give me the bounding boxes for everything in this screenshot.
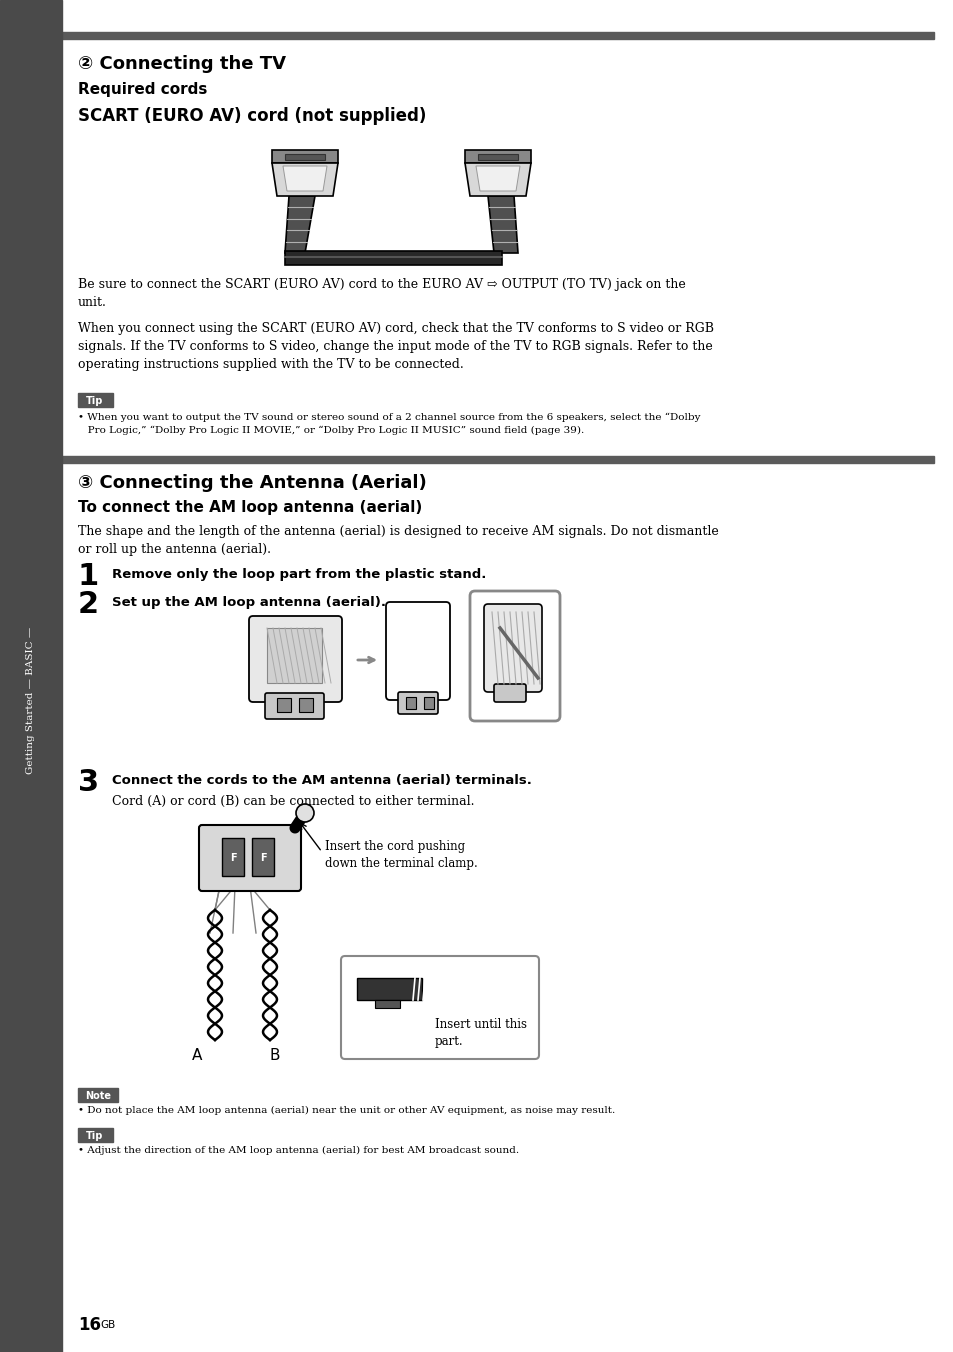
Text: Connect the cords to the AM antenna (aerial) terminals.: Connect the cords to the AM antenna (aer… xyxy=(112,773,532,787)
FancyBboxPatch shape xyxy=(199,825,301,891)
Text: Remove only the loop part from the plastic stand.: Remove only the loop part from the plast… xyxy=(112,568,486,581)
Text: Insert the cord pushing
down the terminal clamp.: Insert the cord pushing down the termina… xyxy=(325,840,477,869)
Bar xyxy=(222,838,244,876)
Bar xyxy=(78,393,112,407)
FancyBboxPatch shape xyxy=(386,602,450,700)
Text: A: A xyxy=(192,1048,202,1063)
FancyBboxPatch shape xyxy=(470,591,559,721)
Bar xyxy=(252,838,274,876)
Text: B: B xyxy=(270,1048,280,1063)
Bar xyxy=(356,977,421,1000)
Text: Cord (A) or cord (B) can be connected to either terminal.: Cord (A) or cord (B) can be connected to… xyxy=(112,795,474,808)
FancyBboxPatch shape xyxy=(249,617,341,702)
FancyBboxPatch shape xyxy=(494,684,525,702)
Bar xyxy=(423,698,434,708)
Bar xyxy=(62,32,933,39)
Text: 1: 1 xyxy=(78,562,99,591)
Polygon shape xyxy=(285,196,314,253)
Text: F: F xyxy=(230,853,236,863)
Text: • Adjust the direction of the AM loop antenna (aerial) for best AM broadcast sou: • Adjust the direction of the AM loop an… xyxy=(78,1146,518,1155)
Text: When you connect using the SCART (EURO AV) cord, check that the TV conforms to S: When you connect using the SCART (EURO A… xyxy=(78,322,713,370)
Ellipse shape xyxy=(295,804,314,822)
Text: F: F xyxy=(259,853,266,863)
Text: To connect the AM loop antenna (aerial): To connect the AM loop antenna (aerial) xyxy=(78,500,422,515)
Bar xyxy=(272,150,337,164)
Text: Insert until this
part.: Insert until this part. xyxy=(435,1018,526,1048)
Text: Set up the AM loop antenna (aerial).: Set up the AM loop antenna (aerial). xyxy=(112,596,386,608)
FancyBboxPatch shape xyxy=(483,604,541,692)
Bar xyxy=(267,627,322,683)
Polygon shape xyxy=(272,164,337,196)
Text: GB: GB xyxy=(100,1320,115,1330)
Bar xyxy=(276,698,291,713)
Text: ② Connecting the TV: ② Connecting the TV xyxy=(78,55,286,73)
FancyBboxPatch shape xyxy=(340,956,538,1059)
Text: Note: Note xyxy=(85,1091,111,1101)
Bar xyxy=(0,0,62,1352)
Text: ③ Connecting the Antenna (Aerial): ③ Connecting the Antenna (Aerial) xyxy=(78,475,426,492)
Bar xyxy=(285,154,325,160)
Text: The shape and the length of the antenna (aerial) is designed to receive AM signa: The shape and the length of the antenna … xyxy=(78,525,718,556)
Text: 16: 16 xyxy=(78,1315,101,1334)
Text: • Do not place the AM loop antenna (aerial) near the unit or other AV equipment,: • Do not place the AM loop antenna (aeri… xyxy=(78,1106,615,1115)
Bar xyxy=(477,154,517,160)
Text: • When you want to output the TV sound or stereo sound of a 2 channel source fro: • When you want to output the TV sound o… xyxy=(78,412,700,434)
Text: Required cords: Required cords xyxy=(78,82,207,97)
Text: Be sure to connect the SCART (EURO AV) cord to the EURO AV ⇨ OUTPUT (TO TV) jack: Be sure to connect the SCART (EURO AV) c… xyxy=(78,279,685,310)
Text: 2: 2 xyxy=(78,589,99,619)
Polygon shape xyxy=(464,164,531,196)
Text: 3: 3 xyxy=(78,768,99,796)
Bar xyxy=(78,1128,112,1142)
Bar xyxy=(78,1088,118,1102)
Text: SCART (EURO AV) cord (not supplied): SCART (EURO AV) cord (not supplied) xyxy=(78,107,426,124)
Text: Getting Started — BASIC —: Getting Started — BASIC — xyxy=(27,626,35,773)
Bar xyxy=(464,150,531,164)
Bar xyxy=(298,698,313,713)
Bar xyxy=(375,1000,399,1009)
FancyBboxPatch shape xyxy=(265,694,324,719)
Text: Tip: Tip xyxy=(86,396,104,406)
Polygon shape xyxy=(476,166,519,191)
Polygon shape xyxy=(488,196,517,253)
Bar xyxy=(285,251,501,265)
Bar xyxy=(406,698,416,708)
Text: Tip: Tip xyxy=(86,1132,104,1141)
Bar xyxy=(62,456,933,462)
FancyBboxPatch shape xyxy=(397,692,437,714)
Polygon shape xyxy=(283,166,327,191)
